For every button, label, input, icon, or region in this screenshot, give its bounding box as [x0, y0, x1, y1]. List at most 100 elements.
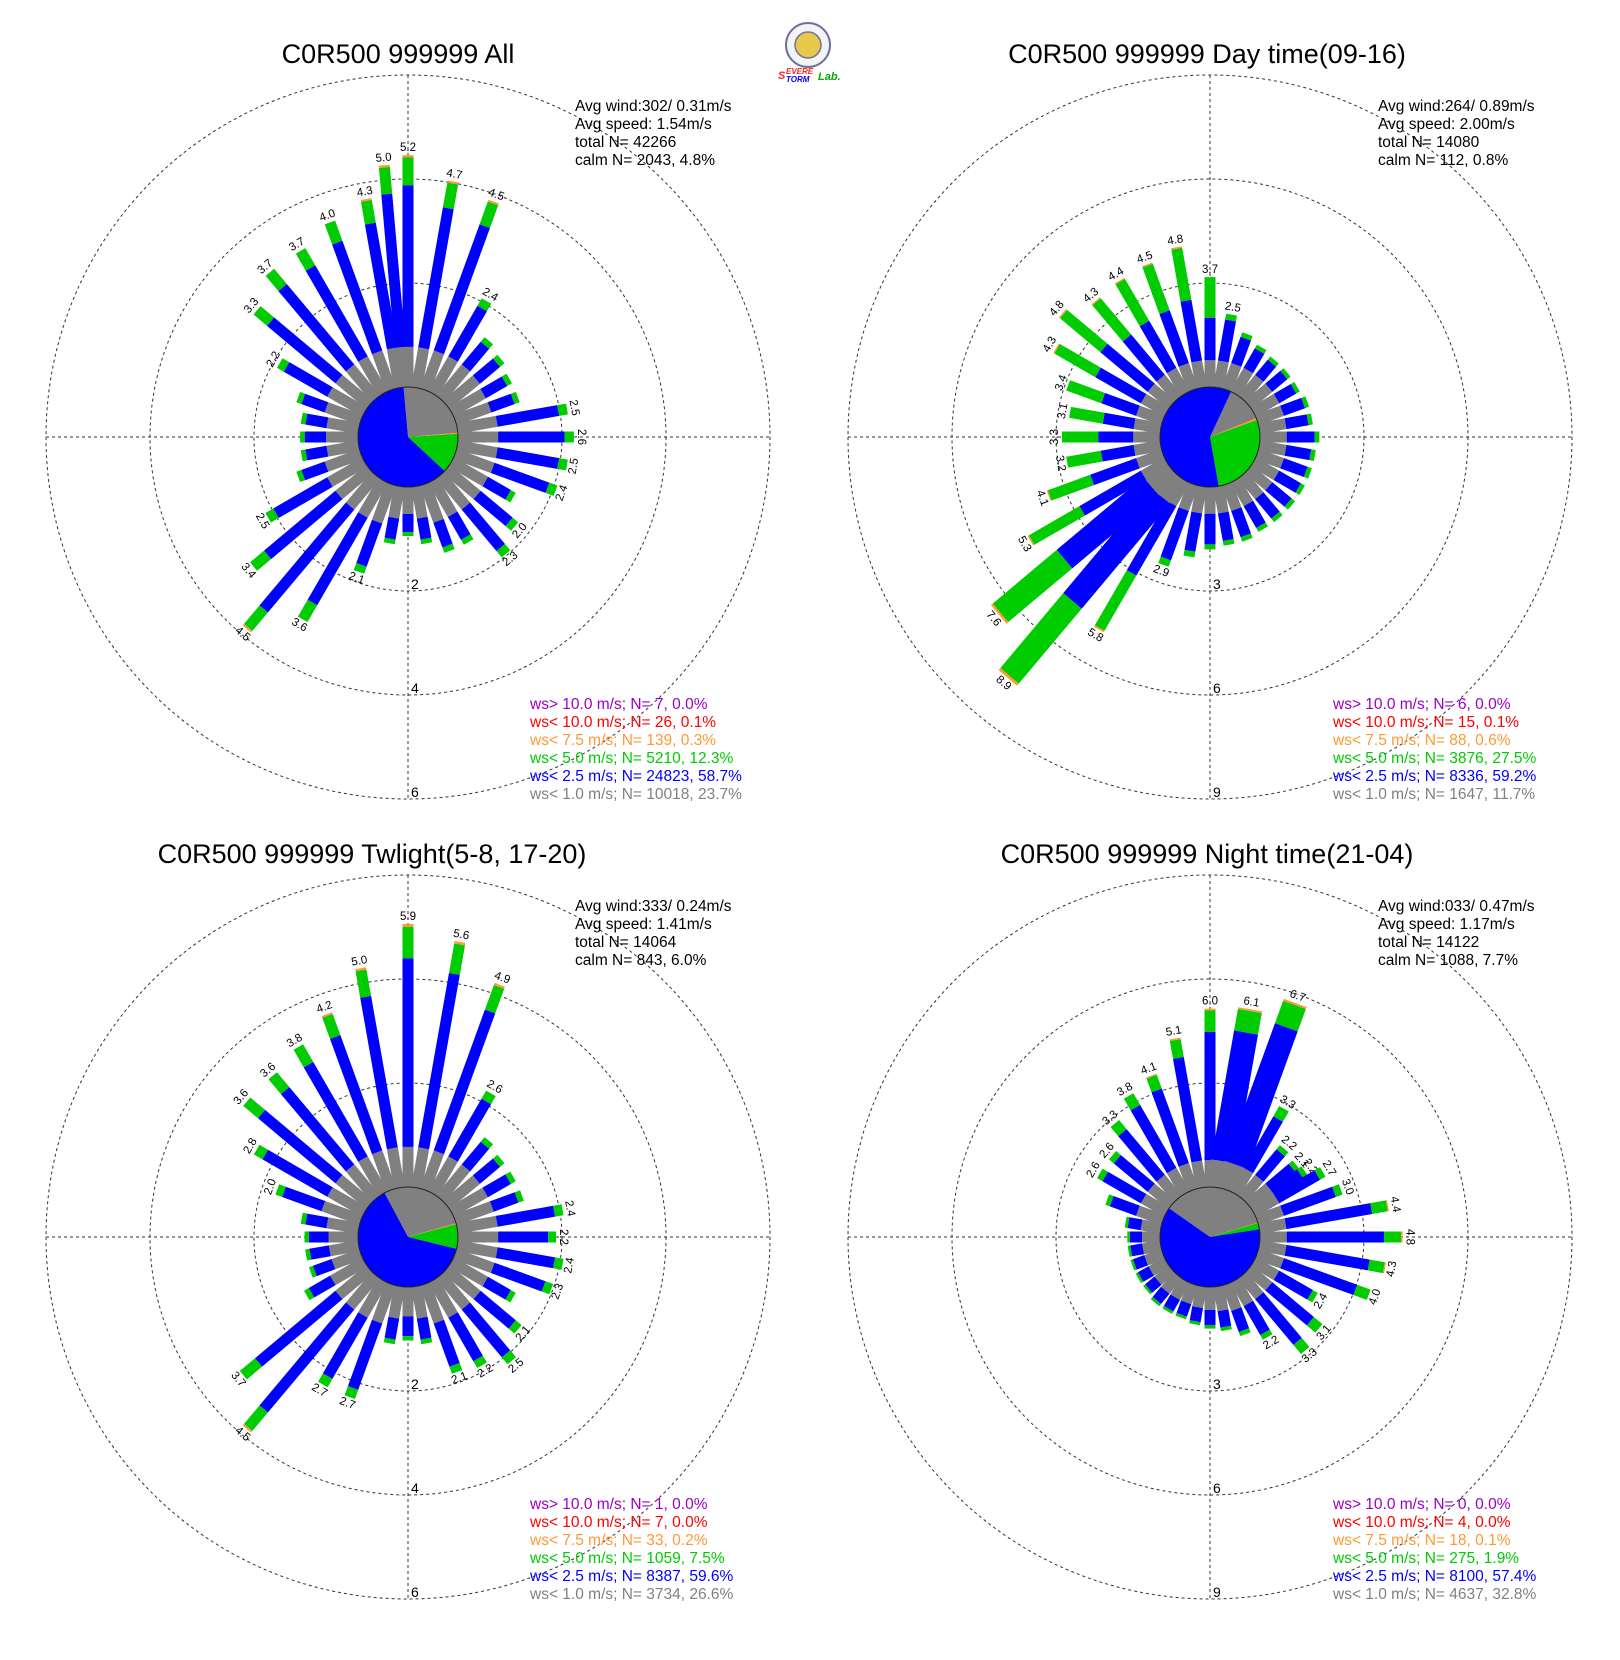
sector-bar-50	[493, 1154, 505, 1167]
sector-bar-330	[1114, 277, 1125, 285]
legend-entry: ws< 7.5 m/s; N= 139, 0.3%	[529, 732, 716, 749]
sector-bar-250	[301, 461, 329, 481]
sector-bar-220	[998, 668, 1019, 686]
sector-bar-150	[448, 1312, 483, 1362]
sector-bar-340	[332, 240, 383, 355]
sector-bar-200	[1175, 1312, 1187, 1320]
calm-pie-slice	[408, 432, 458, 437]
sector-bar-20	[479, 201, 499, 228]
sector-bar-290	[324, 402, 363, 426]
sector-bar-270	[308, 1231, 329, 1243]
ring-label: 4	[411, 680, 419, 696]
sector-bar-55	[1297, 1166, 1308, 1179]
sector-bar-120	[482, 1276, 511, 1300]
sector-bar-270	[1061, 431, 1099, 443]
sector-bar-200	[347, 1319, 383, 1390]
sector-bar-340	[1178, 1163, 1199, 1192]
sector-bar-310	[1060, 309, 1108, 353]
sector-bar-160	[1231, 1307, 1250, 1333]
calm-pie-slice	[1210, 1223, 1260, 1237]
sector-bar-80	[1385, 1200, 1389, 1212]
sector-bar-150	[447, 511, 471, 540]
sector-bar-355	[378, 166, 393, 195]
chart-title: C0R500 999999 Night time(21-04)	[1001, 839, 1414, 869]
sector-bar-230	[239, 1358, 263, 1380]
sector-bar-290	[1105, 1194, 1114, 1207]
sector-bar-130	[1244, 1264, 1273, 1291]
sector-bar-150	[428, 1277, 458, 1318]
calm-pie-slice	[403, 387, 458, 437]
sector-bar-270	[328, 1231, 358, 1243]
sector-bar-150	[428, 477, 458, 517]
sector-bar-330	[1166, 367, 1190, 397]
sector-bar-10	[1234, 1008, 1262, 1035]
sector-bar-240	[273, 477, 333, 518]
seal-emblem-icon	[794, 31, 822, 59]
sector-bar-210	[1162, 1306, 1174, 1314]
sector-bar-240	[1148, 1257, 1170, 1276]
sector-bar-280	[1124, 1216, 1130, 1228]
sector-bar-20	[1240, 332, 1253, 341]
sector-label: 2.6	[575, 429, 587, 445]
sector-bar-210	[358, 477, 388, 518]
sector-bar-30	[1273, 1106, 1289, 1122]
sector-label: 2.5	[567, 399, 582, 417]
sector-bar-350	[1191, 1160, 1207, 1189]
ring-label: 3	[1213, 1376, 1221, 1392]
sector-bar-355	[378, 164, 390, 168]
sector-bar-170	[411, 1285, 428, 1319]
sector-bar-20	[484, 985, 505, 1014]
sector-bar-10	[1225, 313, 1237, 322]
sector-bar-90	[1286, 431, 1315, 443]
ring-label: 9	[1213, 1584, 1221, 1600]
sector-bar-300	[253, 1144, 268, 1160]
sector-bar-260	[328, 1240, 360, 1257]
sector-bar-10	[449, 943, 465, 975]
calm-circle	[357, 1186, 459, 1288]
sector-bar-30	[1243, 1116, 1283, 1174]
legend-entry: ws< 7.5 m/s; N= 18, 0.1%	[1332, 1532, 1511, 1549]
sector-bar-140	[435, 1271, 471, 1310]
sector-bar-280	[1127, 1217, 1143, 1231]
sector-bar-210	[1170, 1277, 1190, 1300]
sector-bar-170	[1222, 539, 1235, 546]
sector-bar-160	[433, 1319, 460, 1367]
sector-bar-120	[505, 1290, 516, 1303]
sector-bar-130	[1244, 464, 1273, 491]
sector-bar-350	[1171, 247, 1192, 302]
sector-bar-90	[1401, 1231, 1403, 1243]
sector-bar-60	[482, 1174, 511, 1198]
sector-bar-250	[1144, 1248, 1165, 1266]
sector-bar-350	[355, 969, 372, 998]
sector-bar-0	[1204, 1010, 1216, 1032]
legend-entry: ws> 10.0 m/s; N= 1, 0.0%	[529, 1496, 708, 1513]
sector-bar-0	[1204, 1031, 1216, 1161]
sector-bar-230	[335, 464, 374, 500]
sector-bar-90	[458, 431, 499, 443]
sector-bar-150	[1243, 500, 1266, 528]
sector-bar-220	[1000, 593, 1082, 684]
sector-bar-210	[318, 1373, 333, 1388]
sector-bar-0	[402, 185, 414, 347]
sector-bar-30	[1230, 1167, 1254, 1197]
sector-bar-260	[305, 445, 329, 461]
sector-bar-140	[501, 1350, 516, 1365]
sector-bar-170	[416, 516, 432, 540]
sector-bar-340	[321, 1012, 333, 1018]
sector-bar-90	[1384, 1231, 1402, 1243]
sector-bar-350	[360, 198, 372, 202]
sector-bar-100	[1284, 1244, 1370, 1271]
sector-bar-0	[402, 1146, 414, 1187]
calm-pie-slice	[408, 1223, 457, 1237]
legend-entry: ws< 10.0 m/s; N= 15, 0.1%	[1332, 714, 1519, 731]
sector-label: 2.2	[557, 1229, 569, 1245]
sector-bar-90	[548, 1231, 557, 1243]
sector-bar-130	[1265, 1282, 1314, 1326]
sector-bar-0	[402, 155, 414, 158]
sector-bar-110	[1280, 458, 1308, 477]
legend-entry: ws< 1.0 m/s; N= 10018, 23.7%	[529, 786, 742, 803]
sector-bar-60	[448, 1187, 488, 1217]
sector-bar-70	[490, 1192, 519, 1212]
sector-bar-40	[1255, 1149, 1285, 1182]
